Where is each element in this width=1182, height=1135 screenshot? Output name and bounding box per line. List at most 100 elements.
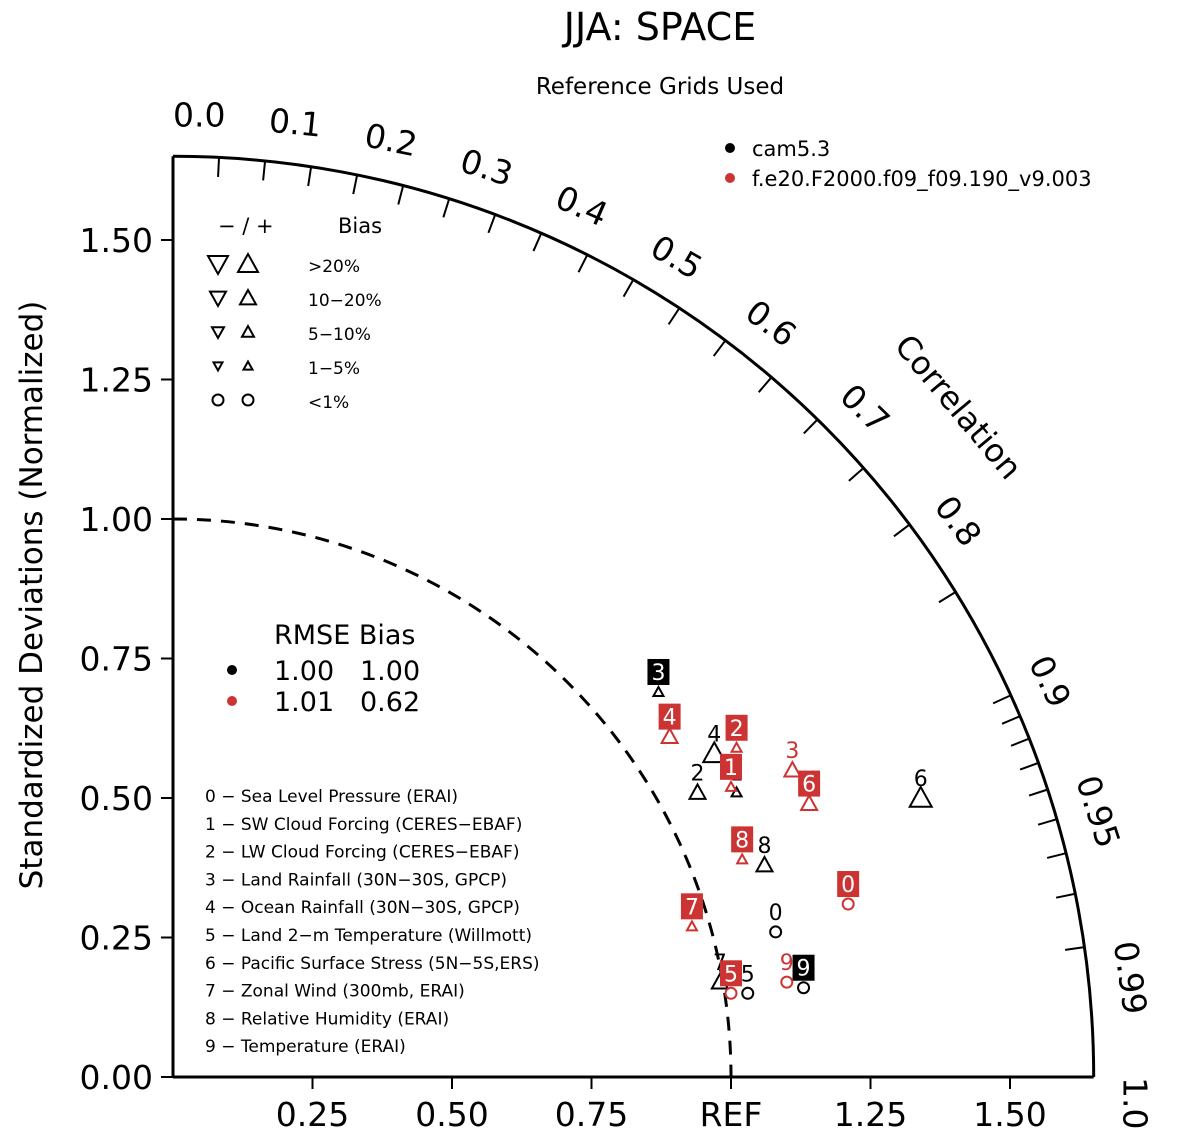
- outer-arc: [172, 154, 1096, 1078]
- bias-legend-triangle-down: [211, 361, 225, 373]
- point-label: 5: [741, 962, 755, 987]
- corr-tick-mark: [307, 166, 313, 187]
- bias-legend: − / + Bias >20% 10−20% 5−10% 1−5% <1%: [206, 214, 382, 413]
- stats-bias-f: 0.62: [360, 687, 420, 718]
- point-0-9: 9: [792, 954, 815, 995]
- bias-legend-row: 1−5%: [211, 359, 360, 379]
- point-1-6: 6: [798, 770, 821, 811]
- corr-tick-mark: [397, 185, 405, 205]
- bias-legend-row-label: >20%: [308, 257, 360, 277]
- corr-tick-label: 0.7: [833, 376, 898, 441]
- corr-tick-mark: [712, 339, 727, 357]
- point-marker-triangle: [729, 740, 744, 753]
- corr-tick-mark: [1046, 852, 1067, 859]
- std-tick-label: 1.00: [80, 500, 153, 539]
- series-legend-label-cam: cam5.3: [752, 137, 830, 161]
- corr-tick-label: 0.0: [173, 96, 225, 135]
- point-1-7: 7: [680, 893, 703, 932]
- variable-legend-item: 6 − Pacific Surface Stress (5N−5S,ERS): [205, 954, 540, 974]
- stats-legend-header: RMSE Bias: [274, 620, 415, 651]
- variable-legend-item: 3 − Land Rainfall (30N−30S, GPCP): [205, 870, 507, 890]
- point-label: 9: [797, 957, 811, 982]
- chart-title: JJA: SPACE: [562, 5, 756, 49]
- corr-tick-mark: [1010, 737, 1030, 747]
- point-marker-circle: [769, 925, 783, 939]
- point-label: 8: [757, 834, 771, 859]
- std-tick-label: 1.25: [80, 361, 153, 400]
- point-marker-triangle: [724, 779, 738, 792]
- point-marker-circle: [741, 986, 755, 1000]
- point-1-8: 8: [731, 826, 754, 865]
- correlation-axis-label: Correlation: [887, 327, 1030, 487]
- corr-tick-label: 0.2: [361, 116, 420, 165]
- bias-legend-row: <1%: [211, 393, 349, 413]
- reference-arc: [172, 517, 733, 1078]
- corr-tick-mark: [1055, 892, 1076, 899]
- point-0-8: 8: [754, 834, 775, 873]
- corr-tick-label: 0.8: [927, 488, 990, 553]
- corr-tick-mark: [893, 523, 911, 538]
- point-marker-triangle: [687, 782, 708, 800]
- point-marker-triangle: [701, 740, 727, 764]
- point-marker-triangle: [754, 854, 775, 873]
- corr-tick-mark: [532, 232, 543, 252]
- point-label-box: [647, 658, 670, 685]
- point-label: 0: [841, 873, 855, 898]
- point-label: 2: [691, 761, 705, 786]
- point-marker-triangle: [782, 760, 803, 778]
- point-marker-circle: [797, 981, 811, 995]
- bias-legend-row-label: 1−5%: [308, 359, 360, 379]
- bias-legend-triangle-down: [208, 290, 228, 309]
- point-label-box: [658, 703, 681, 730]
- bias-legend-row: 10−20%: [208, 287, 382, 311]
- variable-legend-item: 5 − Land 2−m Temperature (Willmott): [205, 926, 532, 946]
- variable-legend: 0 − Sea Level Pressure (ERAI) 1 − SW Clou…: [205, 787, 540, 1057]
- x-tick-label: 1.25: [834, 1095, 907, 1134]
- series-legend-dot-f: [725, 173, 735, 183]
- ref-label: REF: [700, 1095, 763, 1134]
- point-label: 2: [730, 717, 744, 742]
- point-label: 0: [769, 901, 783, 926]
- corr-tick-label: 0.4: [550, 178, 614, 235]
- point-marker-circle: [724, 986, 738, 1000]
- point-label-box: [720, 960, 742, 987]
- corr-tick-label: 0.1: [267, 101, 323, 145]
- point-label: 9: [780, 951, 794, 976]
- stats-dot-cam: [227, 665, 237, 675]
- point-marker-triangle: [685, 919, 699, 932]
- point-0-4: 4: [701, 722, 727, 764]
- point-0-2: 2: [687, 761, 708, 800]
- bias-legend-row-label: 5−10%: [308, 325, 371, 345]
- corr-tick-label: 0.6: [738, 292, 803, 355]
- bias-legend-triangle-up: [241, 359, 255, 371]
- corr-tick-mark: [992, 694, 1012, 705]
- point-marker-triangle: [735, 852, 749, 865]
- point-1-4: 4: [658, 703, 681, 745]
- corr-tick-mark: [577, 254, 589, 273]
- point-label-box: [837, 871, 860, 898]
- corr-tick-mark: [487, 214, 497, 234]
- stats-dot-f: [227, 696, 237, 706]
- series-legend: cam5.3 f.e20.F2000.f09_f09.190_v9.003: [725, 137, 1092, 192]
- corr-tick-label: 0.5: [644, 227, 709, 287]
- point-0-5: 5: [741, 962, 755, 1000]
- point-label: 7: [685, 895, 699, 920]
- point-label-box: [720, 753, 742, 780]
- point-label: 4: [707, 722, 721, 747]
- corr-tick-mark: [848, 467, 865, 482]
- point-label: 6: [914, 767, 928, 792]
- x-tick-label: 0.50: [415, 1095, 488, 1134]
- point-0-6: 6: [908, 767, 934, 808]
- variable-legend-item: 1 − SW Cloud Forcing (CERES−EBAF): [205, 815, 522, 835]
- point-label-box: [680, 893, 703, 920]
- bias-legend-row-label: 10−20%: [308, 291, 382, 311]
- std-tick-labels: 0.00 0.25 0.50 0.75 1.00 1.25 1.50: [80, 221, 173, 1097]
- corr-tick-mark: [1037, 818, 1058, 826]
- bias-legend-row: >20%: [206, 251, 360, 277]
- point-marker-triangle: [799, 793, 819, 811]
- point-label: 8: [735, 828, 749, 853]
- x-tick-label: 1.50: [973, 1095, 1046, 1134]
- std-tick-label: 0.00: [80, 1058, 153, 1097]
- corr-tick-mark: [667, 307, 681, 325]
